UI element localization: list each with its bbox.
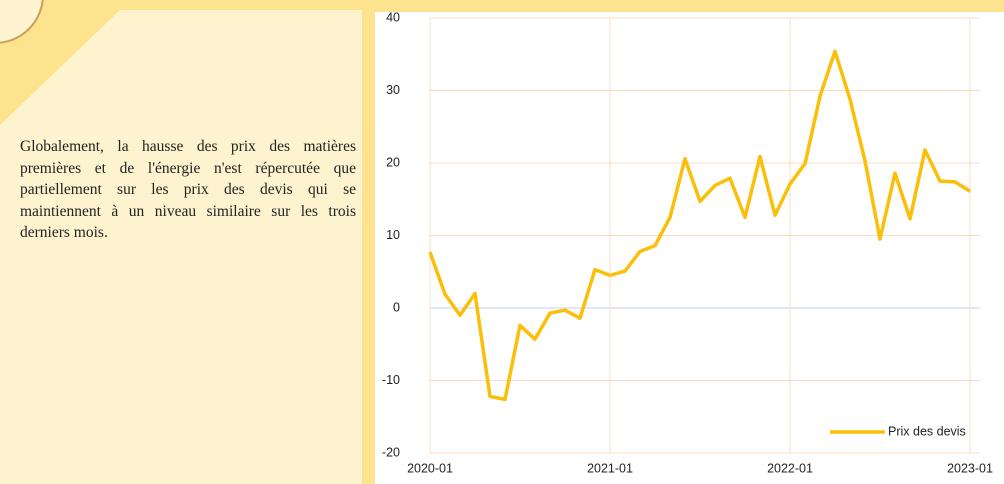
chart: -20 -10 0 10 20 30 40 2020-01 2021-01 2022-01 2023… [375,10,1004,484]
x-tick-label: 2021-01 [587,461,633,475]
y-tick-label: 10 [386,228,400,242]
y-tick-label: 30 [386,83,400,97]
chart-background [375,12,1004,484]
commentary: Globalement, la hausse des prix des mati… [20,138,356,241]
data-line [428,49,971,402]
logo [0,0,44,44]
legend-label: Prix des devis [888,424,966,438]
y-tick-label: 40 [386,10,400,24]
text-panel [0,0,375,484]
x-tick-label: 2020-01 [407,461,453,475]
y-tick-label: -10 [382,373,400,387]
x-tick-label: 2022-01 [767,461,813,475]
y-tick-label: 20 [386,155,400,169]
y-tick-label: 0 [393,300,400,314]
y-tick-label: -20 [382,445,400,459]
panel-background [0,10,362,484]
x-tick-label: 2023-01 [947,461,993,475]
